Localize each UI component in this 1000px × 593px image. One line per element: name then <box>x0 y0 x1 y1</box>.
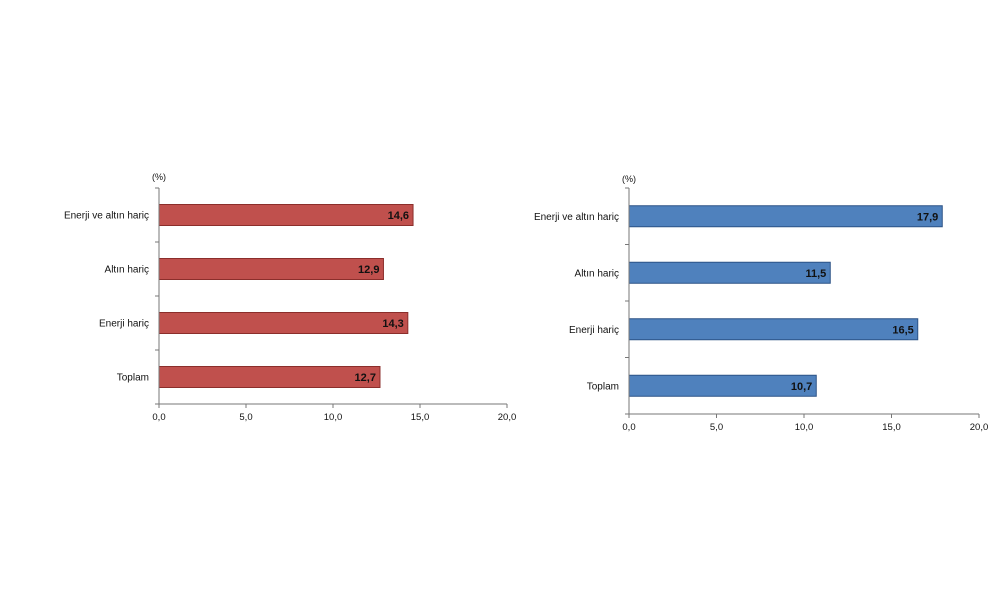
bar-right-3 <box>628 318 919 341</box>
data-label-left-1: 14,6 <box>388 210 409 222</box>
tick-label-right-3: 15,0 <box>882 422 901 433</box>
tick-label-right-2: 10,0 <box>795 422 814 433</box>
bar-right-4 <box>628 374 817 397</box>
category-label-left-1: Enerji ve altın hariç <box>64 211 149 222</box>
data-label-left-2: 12,9 <box>358 264 379 276</box>
tick-label-left-0: 0,0 <box>152 412 165 423</box>
category-label-right-4: Toplam <box>587 381 619 392</box>
unit-label-right: (%) <box>622 174 636 184</box>
tick-label-right-4: 20,0 <box>970 422 989 433</box>
tick-label-right-1: 5,0 <box>710 422 723 433</box>
data-label-left-3: 14,3 <box>382 318 403 330</box>
data-label-right-4: 10,7 <box>791 381 812 393</box>
category-label-left-2: Altın hariç <box>105 265 149 276</box>
bar-right-1 <box>628 205 943 228</box>
unit-label-left: (%) <box>152 172 166 182</box>
data-label-right-3: 16,5 <box>892 324 913 336</box>
category-label-right-2: Altın hariç <box>575 268 619 279</box>
bar-right-2 <box>628 261 831 284</box>
tick-label-left-1: 5,0 <box>239 412 252 423</box>
category-label-left-4: Toplam <box>117 373 149 384</box>
category-label-right-3: Enerji hariç <box>569 325 619 336</box>
tick-label-left-2: 10,0 <box>324 412 343 423</box>
tick-label-right-0: 0,0 <box>622 422 635 433</box>
tick-label-left-4: 20,0 <box>498 412 517 423</box>
category-label-left-3: Enerji hariç <box>99 319 149 330</box>
data-label-right-1: 17,9 <box>917 211 938 223</box>
data-label-right-2: 11,5 <box>805 268 826 280</box>
category-label-right-1: Enerji ve altın hariç <box>534 212 619 223</box>
tick-label-left-3: 15,0 <box>411 412 430 423</box>
data-label-left-4: 12,7 <box>355 372 376 384</box>
